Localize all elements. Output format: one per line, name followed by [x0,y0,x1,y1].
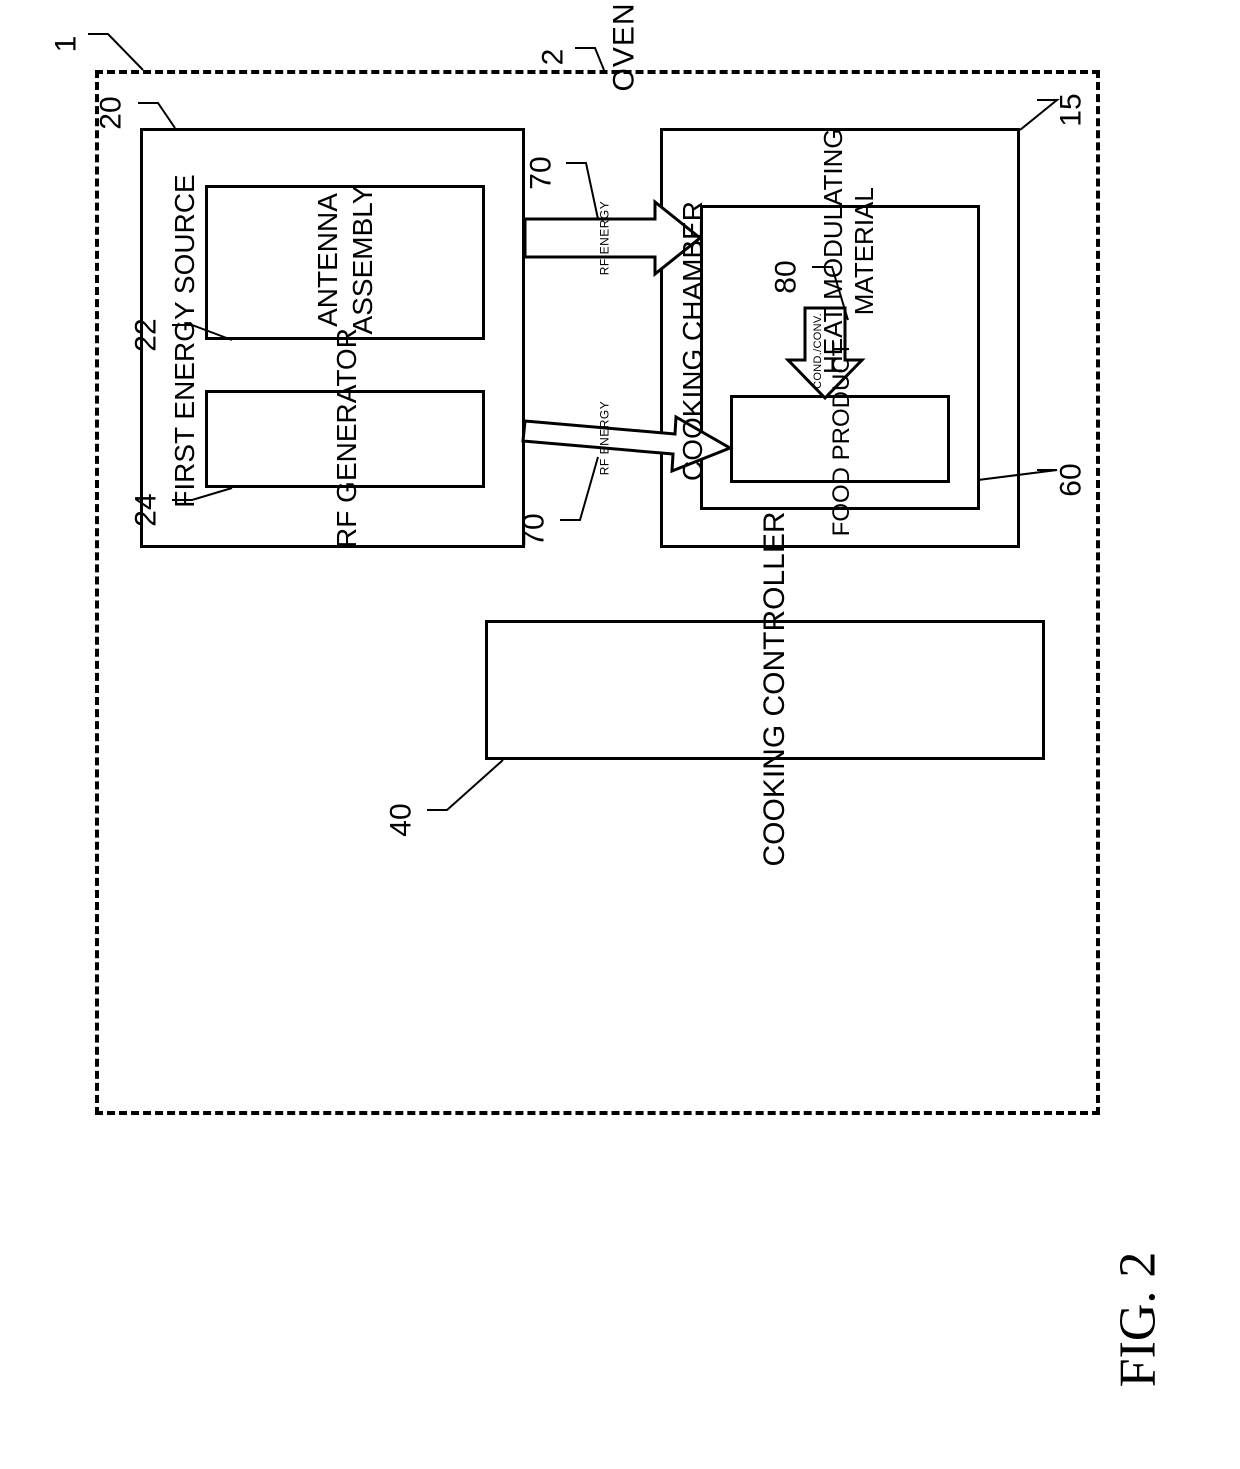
ref-15: 15 [1055,93,1089,126]
cooking-chamber-title: COOKING CHAMBER [677,181,709,501]
leader-ref-1 [88,34,143,70]
ref-60: 60 [1055,463,1089,496]
rf-generator-title: RF GENERATOR [331,323,363,553]
cooking-controller-title: COOKING CONTROLLER [758,509,792,869]
oven-title: OVEN [608,2,642,91]
ref-20: 20 [95,96,129,129]
ref-22: 22 [130,318,164,351]
diagram-canvas: OVEN FIRST ENERGY SOURCE ANTENNA ASSEMBL… [0,0,1240,1469]
first-energy-source-title: FIRST ENERGY SOURCE [169,171,201,511]
ref-40: 40 [385,803,419,836]
ref-24: 24 [130,493,164,526]
rf-energy-label-top: RF ENERGY [597,201,611,276]
cond-conv-label: COND./CONV. [812,313,824,389]
ref-2: 2 [536,49,570,66]
ref-80: 80 [770,260,804,293]
ref-70-top: 70 [525,156,559,189]
ref-1: 1 [49,36,83,53]
food-product-title: FOOD PRODUCT [828,339,856,539]
ref-70-bottom: 70 [518,513,552,546]
figure-label: FIG. 2 [1108,1252,1167,1388]
rf-energy-label-bottom: RF ENERGY [597,401,611,476]
leader-ref-2 [575,48,604,70]
